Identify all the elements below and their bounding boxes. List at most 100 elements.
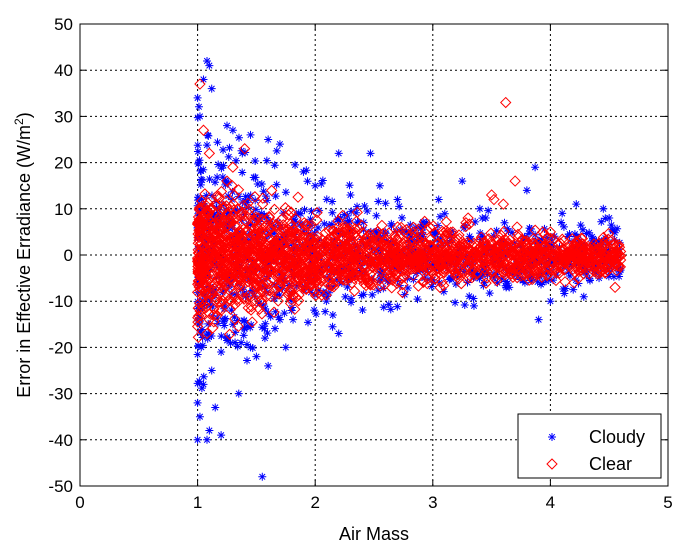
cloudy-point	[310, 228, 319, 237]
clear-point	[478, 236, 490, 249]
cloudy-point	[533, 277, 542, 286]
cloudy-point	[195, 112, 204, 121]
cloudy-point	[199, 380, 208, 389]
clear-point	[412, 223, 425, 235]
x-axis-title: Air Mass	[339, 524, 409, 544]
clear-point	[572, 263, 584, 276]
cloudy-point	[264, 135, 273, 144]
clear-point	[573, 252, 585, 265]
clear-point	[203, 147, 216, 160]
clear-point	[232, 320, 245, 333]
cloudy-point	[434, 195, 443, 204]
clear-point	[388, 229, 401, 242]
cloudy-point	[321, 307, 330, 316]
clear-point	[198, 213, 210, 225]
cloudy-point	[439, 287, 448, 296]
clear-point	[512, 228, 524, 241]
cloudy-point	[481, 214, 490, 223]
clear-point	[367, 236, 379, 248]
clear-point	[194, 250, 206, 262]
cloudy-point	[221, 176, 230, 185]
clear-point	[232, 184, 245, 196]
clear-point	[425, 265, 438, 278]
clear-point	[223, 328, 236, 341]
cloudy-point	[252, 216, 261, 225]
clear-point	[214, 279, 227, 291]
cloudy-point	[194, 193, 203, 202]
clear-point	[202, 250, 214, 262]
clear-point	[212, 264, 224, 277]
clear-point	[218, 214, 230, 227]
cloudy-point	[281, 343, 290, 352]
cloudy-point	[217, 348, 226, 357]
clear-point	[215, 221, 228, 233]
cloudy-point	[233, 342, 242, 351]
clear-point	[385, 252, 397, 264]
clear-point	[397, 237, 410, 250]
cloudy-point	[613, 224, 622, 233]
clear-point	[315, 274, 327, 287]
clear-point	[222, 295, 235, 308]
cloudy-point	[241, 148, 250, 157]
clear-point	[192, 211, 205, 223]
clear-point	[535, 239, 547, 252]
clear-point	[611, 264, 623, 277]
cloudy-point	[561, 284, 570, 293]
cloudy-point	[403, 284, 412, 293]
clear-point	[438, 263, 450, 276]
clear-point	[285, 285, 297, 297]
cloudy-point	[579, 292, 588, 301]
clear-point	[495, 229, 507, 242]
clear-point	[440, 216, 453, 228]
legend-label-clear: Clear	[589, 454, 632, 474]
cloudy-point	[196, 180, 205, 189]
cloudy-point	[294, 209, 303, 218]
clear-point	[221, 175, 233, 187]
clear-point	[268, 203, 281, 216]
cloudy-point	[456, 265, 465, 274]
y-axis-title-superscript: 2	[12, 118, 26, 125]
cloudy-point	[480, 278, 489, 287]
clear-point	[236, 280, 249, 292]
cloudy-point	[246, 220, 255, 229]
clear-point	[569, 266, 581, 279]
cloudy-point	[199, 75, 208, 84]
cloudy-point	[416, 224, 425, 233]
clear-point	[203, 206, 215, 218]
clear-point	[279, 258, 291, 271]
clear-point	[368, 255, 380, 268]
clear-point	[462, 259, 474, 272]
clear-point	[211, 199, 223, 212]
cloudy-point	[279, 277, 288, 286]
cloudy-point	[234, 192, 243, 201]
cloudy-point	[260, 211, 269, 220]
clear-point	[215, 246, 228, 258]
clear-point	[279, 202, 292, 214]
cloudy-point	[549, 276, 558, 285]
cloudy-point	[502, 263, 511, 272]
cloudy-point	[328, 282, 337, 291]
cloudy-point	[225, 281, 234, 290]
cloudy-point	[557, 218, 566, 227]
cloudy-point	[563, 232, 572, 241]
cloudy-point	[602, 249, 611, 258]
clear-point	[349, 230, 361, 243]
clear-point	[451, 245, 463, 257]
cloudy-point	[289, 315, 298, 324]
clear-point	[236, 248, 248, 261]
cloudy-point	[207, 84, 216, 93]
clear-point	[354, 238, 367, 251]
cloudy-point	[237, 338, 246, 347]
cloudy-point	[266, 312, 275, 321]
clear-point	[607, 238, 620, 250]
cloudy-point	[274, 235, 283, 244]
clear-point	[448, 250, 460, 262]
clear-point	[337, 263, 349, 275]
clear-point	[289, 244, 301, 256]
cloudy-point	[475, 274, 484, 283]
clear-point	[337, 274, 349, 286]
clear-point	[208, 218, 220, 230]
cloudy-point	[346, 226, 355, 235]
clear-point	[459, 248, 472, 261]
clear-point	[376, 219, 388, 232]
